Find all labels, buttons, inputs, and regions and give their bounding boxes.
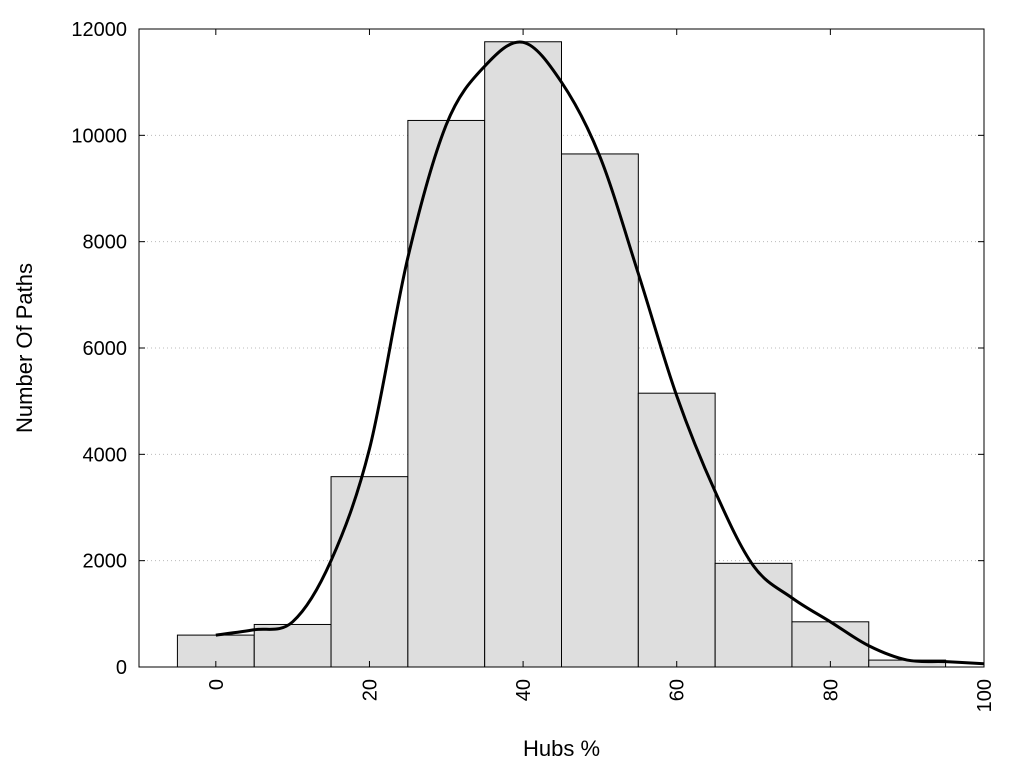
x-tick-label: 20 — [359, 679, 381, 701]
y-tick-label: 0 — [116, 657, 127, 679]
histogram-bar — [714, 562, 793, 668]
y-tick-label: 4000 — [83, 444, 128, 466]
histogram-bar — [561, 153, 639, 668]
y-tick-label: 6000 — [83, 338, 128, 360]
y-tick-label: 2000 — [83, 551, 128, 573]
x-tick-label: 0 — [206, 679, 228, 690]
histogram-bar — [791, 621, 870, 668]
axis-ticks: 0 2000 4000 6000 8000 10000 12000 0 20 40 60 80 100 — [71, 19, 996, 712]
x-tick-label: 80 — [820, 679, 842, 701]
x-tick-label: 100 — [974, 679, 996, 712]
histogram-bar — [253, 623, 332, 668]
histogram-bar — [407, 119, 486, 668]
x-axis-title: Hubs % — [523, 736, 600, 761]
histogram-bar — [330, 476, 409, 668]
density-curve — [215, 40, 985, 666]
x-tick-label: 60 — [667, 679, 689, 701]
y-tick-label: 12000 — [71, 19, 127, 41]
y-axis-title: Number Of Paths — [12, 263, 37, 433]
y-tick-label: 10000 — [71, 125, 127, 147]
grid-lines — [139, 134, 984, 562]
x-tick-label: 40 — [513, 679, 535, 701]
histogram-bars — [176, 41, 947, 668]
histogram-bar — [637, 392, 716, 668]
y-tick-label: 8000 — [83, 232, 128, 254]
histogram-bar — [484, 41, 563, 668]
